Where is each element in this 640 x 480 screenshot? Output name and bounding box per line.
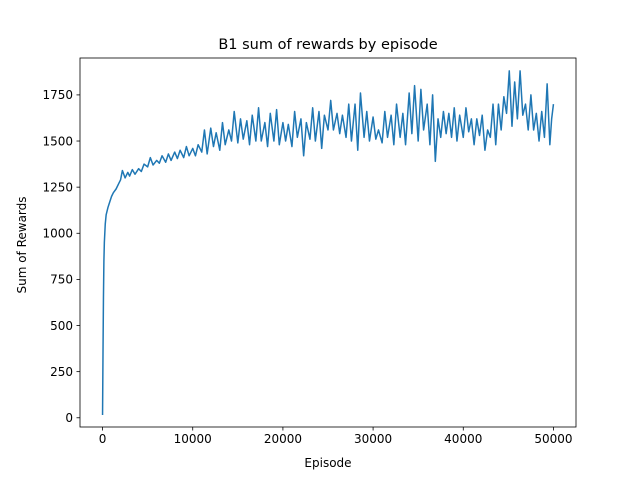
y-tick-label: 1500 [42, 134, 73, 148]
y-tick-label: 0 [65, 411, 73, 425]
x-tick-label: 20000 [264, 432, 302, 446]
y-tick-label: 250 [50, 365, 73, 379]
y-axis: 0 250 500 750 1000 1250 1500 1750 [42, 88, 80, 425]
y-tick-label: 1750 [42, 88, 73, 102]
y-tick-label: 750 [50, 273, 73, 287]
x-axis: 0 10000 20000 30000 40000 50000 [99, 427, 573, 446]
y-tick-label: 1000 [42, 227, 73, 241]
x-tick-label: 50000 [534, 432, 572, 446]
x-tick-label: 0 [99, 432, 107, 446]
x-tick-label: 40000 [444, 432, 482, 446]
series-line-0 [101, 70, 555, 416]
x-axis-label: Episode [304, 456, 351, 470]
x-tick-label: 10000 [174, 432, 212, 446]
y-tick-label: 500 [50, 319, 73, 333]
axes-frame [79, 57, 577, 428]
y-axis-label: Sum of Rewards [15, 196, 29, 293]
y-tick-label: 1250 [42, 180, 73, 194]
plot-area [79, 57, 577, 428]
chart-title: B1 sum of rewards by episode [218, 37, 437, 53]
x-tick-label: 30000 [354, 432, 392, 446]
